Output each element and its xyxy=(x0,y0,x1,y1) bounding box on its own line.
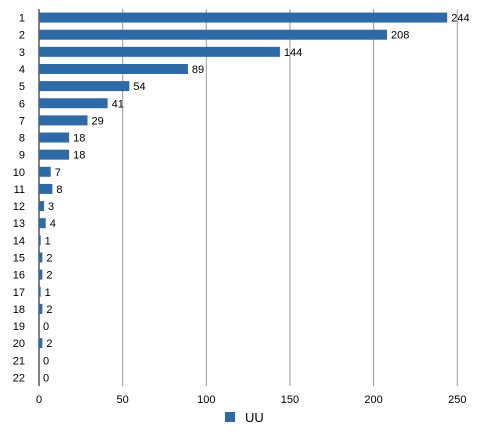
data-label-16: 2 xyxy=(46,270,52,282)
y-tick-label-19: 19 xyxy=(13,321,25,333)
data-label-9: 18 xyxy=(73,150,85,162)
y-tick-label-2: 2 xyxy=(19,30,25,42)
x-tick-label-0: 0 xyxy=(36,394,42,406)
data-label-21: 0 xyxy=(43,355,49,367)
y-tick-label-12: 12 xyxy=(13,201,25,213)
bar-10 xyxy=(39,166,51,177)
x-tick-label-150: 150 xyxy=(281,394,299,406)
data-label-4: 89 xyxy=(192,64,204,76)
y-tick-label-7: 7 xyxy=(19,115,25,127)
y-tick-label-9: 9 xyxy=(19,150,25,162)
data-label-5: 54 xyxy=(133,81,145,93)
y-tick-label-4: 4 xyxy=(19,64,25,76)
bar-1 xyxy=(39,12,448,23)
bar-8 xyxy=(39,132,70,143)
y-tick-label-22: 22 xyxy=(13,372,25,384)
bar-3 xyxy=(39,46,280,57)
chart-bars xyxy=(39,12,448,349)
data-label-6: 41 xyxy=(112,98,124,110)
bar-11 xyxy=(39,183,53,194)
legend-label-UU: UU xyxy=(245,410,264,425)
bar-4 xyxy=(39,63,188,74)
legend-swatch-UU xyxy=(225,412,235,422)
bar-5 xyxy=(39,81,130,92)
y-tick-label-6: 6 xyxy=(19,98,25,110)
data-label-20: 2 xyxy=(46,338,52,350)
y-tick-label-1: 1 xyxy=(19,13,25,25)
bar-2 xyxy=(39,29,387,40)
data-label-19: 0 xyxy=(43,321,49,333)
bar-9 xyxy=(39,149,70,160)
y-tick-label-15: 15 xyxy=(13,252,25,264)
data-label-15: 2 xyxy=(46,252,52,264)
data-label-7: 29 xyxy=(92,115,104,127)
data-label-2: 208 xyxy=(391,30,409,42)
bar-18 xyxy=(39,303,43,314)
data-label-3: 144 xyxy=(284,47,302,59)
data-label-17: 1 xyxy=(45,287,51,299)
y-tick-label-18: 18 xyxy=(13,304,25,316)
bar-15 xyxy=(39,252,43,263)
x-tick-label-100: 100 xyxy=(197,394,215,406)
bar-6 xyxy=(39,98,108,109)
bar-16 xyxy=(39,269,43,280)
y-tick-label-5: 5 xyxy=(19,81,25,93)
bar-13 xyxy=(39,218,46,229)
data-label-8: 18 xyxy=(73,133,85,145)
y-tick-label-3: 3 xyxy=(19,47,25,59)
data-label-12: 3 xyxy=(48,201,54,213)
data-label-10: 7 xyxy=(55,167,61,179)
bar-17 xyxy=(39,286,41,297)
y-tick-label-20: 20 xyxy=(13,338,25,350)
y-tick-label-14: 14 xyxy=(13,235,25,247)
y-tick-label-8: 8 xyxy=(19,133,25,145)
y-tick-label-11: 11 xyxy=(14,184,25,196)
y-tick-label-16: 16 xyxy=(13,270,25,282)
data-label-18: 2 xyxy=(46,304,52,316)
data-label-13: 4 xyxy=(50,218,56,230)
data-label-14: 1 xyxy=(45,235,51,247)
bar-14 xyxy=(39,235,41,246)
x-tick-label-200: 200 xyxy=(364,394,382,406)
x-tick-label-50: 50 xyxy=(117,394,129,406)
data-label-22: 0 xyxy=(43,372,49,384)
y-tick-label-10: 10 xyxy=(13,167,25,179)
data-label-11: 8 xyxy=(56,184,62,196)
bar-7 xyxy=(39,115,88,126)
y-tick-label-21: 21 xyxy=(13,355,25,367)
y-tick-label-13: 13 xyxy=(13,218,25,230)
y-tick-label-17: 17 xyxy=(13,287,25,299)
bar-20 xyxy=(39,338,43,349)
chart-legend: UU xyxy=(225,410,264,425)
x-tick-label-250: 250 xyxy=(448,394,466,406)
bar-12 xyxy=(39,201,45,212)
data-label-1: 244 xyxy=(451,13,469,25)
